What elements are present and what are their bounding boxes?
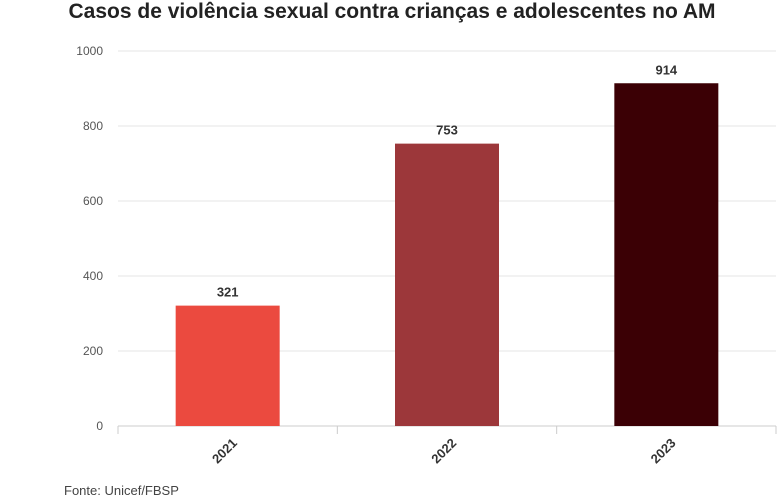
y-tick-label: 1000 [76,44,103,58]
data-label: 321 [217,285,239,300]
bar [614,83,719,426]
x-tick-label: 2023 [648,435,679,466]
y-tick-label: 400 [83,269,103,283]
bar [175,305,280,426]
x-tick-label: 2021 [209,435,240,466]
data-label: 753 [436,123,458,138]
source-note: Fonte: Unicef/FBSP [64,483,179,498]
chart-title: Casos de violência sexual contra criança… [68,0,716,23]
y-tick-label: 600 [83,194,103,208]
bar-chart: 0 200 400 600 800 1000 321 2021 753 2022 914 2023 [76,44,777,466]
data-label: 914 [655,62,677,77]
y-tick-label: 200 [83,344,103,358]
y-tick-label: 0 [96,419,103,433]
bar [395,143,499,426]
x-tick-label: 2022 [428,435,459,466]
y-tick-label: 800 [83,119,103,133]
